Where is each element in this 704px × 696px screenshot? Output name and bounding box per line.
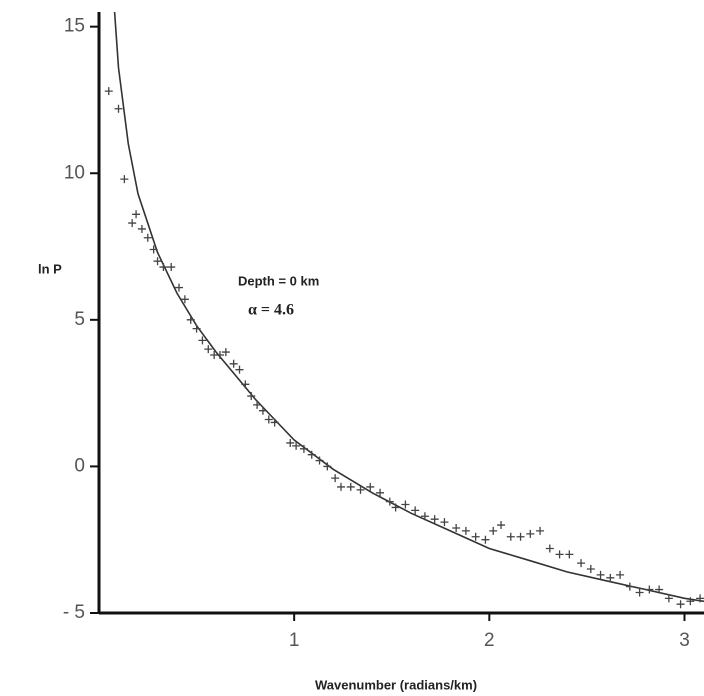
- data-point: [286, 438, 295, 447]
- data-point: [128, 219, 137, 228]
- data-point: [526, 529, 535, 538]
- data-point: [420, 512, 429, 521]
- data-point: [258, 406, 267, 415]
- annotation: α = 4.6: [248, 302, 294, 319]
- data-point: [497, 521, 506, 530]
- data-point: [323, 462, 332, 471]
- data-point: [366, 482, 375, 491]
- data-point: [104, 87, 113, 96]
- y-tick-label: 5: [74, 309, 85, 330]
- data-point: [331, 474, 340, 483]
- data-point: [270, 418, 279, 427]
- data-point: [235, 365, 244, 374]
- annotation: Depth = 0 km: [238, 273, 319, 288]
- data-point: [143, 233, 152, 242]
- x-tick-label: 3: [679, 630, 690, 651]
- data-point: [204, 345, 213, 354]
- data-point: [676, 600, 685, 609]
- data-point: [346, 482, 355, 491]
- data-point: [241, 380, 250, 389]
- x-tick-label: 2: [484, 630, 495, 651]
- data-point: [247, 392, 256, 401]
- data-point: [430, 515, 439, 524]
- data-point: [696, 594, 704, 603]
- data-point: [307, 450, 316, 459]
- data-point: [315, 456, 324, 465]
- data-point: [645, 585, 654, 594]
- data-point: [489, 526, 498, 535]
- data-point: [555, 550, 564, 559]
- data-point: [516, 532, 525, 541]
- data-point: [606, 573, 615, 582]
- data-point: [114, 104, 123, 113]
- data-point: [153, 257, 162, 266]
- data-point: [452, 523, 461, 532]
- y-tick-label: 0: [74, 455, 85, 476]
- data-point: [376, 488, 385, 497]
- data-point: [625, 582, 634, 591]
- data-point: [216, 351, 224, 360]
- data-point: [577, 559, 586, 568]
- data-point: [391, 503, 400, 512]
- data-point: [664, 594, 673, 603]
- y-tick-label: 10: [64, 162, 85, 183]
- data-point: [596, 570, 605, 579]
- x-tick-label: 1: [289, 630, 300, 651]
- fit-curve: [113, 11, 704, 603]
- data-point: [565, 550, 574, 559]
- data-point: [337, 482, 345, 491]
- data-point: [180, 295, 189, 304]
- data-point: [175, 283, 184, 292]
- data-point: [264, 415, 273, 424]
- data-point: [186, 315, 195, 324]
- y-axis-title: ln P: [38, 261, 62, 276]
- x-axis-title: Wavenumber (radians/km): [315, 677, 477, 692]
- data-point: [149, 245, 158, 254]
- data-point: [299, 444, 308, 453]
- data-point: [356, 485, 365, 494]
- data-point: [292, 441, 301, 450]
- data-point: [440, 518, 449, 527]
- data-point: [253, 400, 262, 409]
- data-point: [385, 497, 394, 506]
- data-point: [198, 336, 207, 345]
- data-point: [536, 526, 545, 535]
- data-point: [686, 597, 695, 606]
- y-tick-label: - 5: [63, 602, 85, 623]
- data-point: [616, 570, 625, 579]
- data-point: [471, 532, 480, 541]
- data-point: [132, 210, 141, 219]
- data-point: [167, 263, 176, 272]
- data-point: [221, 348, 230, 357]
- y-tick-label: 15: [64, 16, 85, 37]
- data-point: [229, 359, 238, 368]
- data-point: [461, 526, 470, 535]
- data-point: [506, 532, 515, 541]
- data-point: [120, 175, 129, 184]
- data-point: [137, 224, 146, 233]
- data-point: [586, 565, 595, 574]
- data-point: [545, 544, 554, 553]
- data-point: [655, 585, 664, 594]
- data-point: [192, 324, 201, 333]
- data-point: [401, 500, 410, 509]
- data-point: [411, 506, 420, 515]
- data-point: [159, 263, 168, 272]
- data-point: [635, 588, 644, 597]
- data-point: [481, 535, 490, 544]
